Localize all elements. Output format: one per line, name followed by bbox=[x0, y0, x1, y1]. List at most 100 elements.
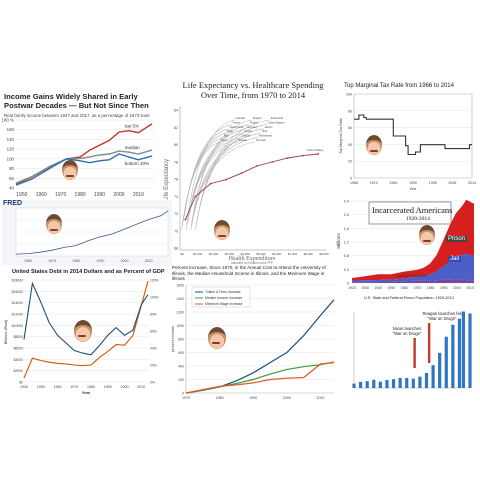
debt-y-left-tick-8: $2000 bbox=[14, 369, 24, 373]
life-country-label-finland: Finland bbox=[250, 121, 259, 124]
income-y-tick-4: 100 bbox=[7, 156, 15, 161]
incarc-x-tick-7: 1990 bbox=[440, 286, 448, 290]
debt-x-tick-7: 2010 bbox=[137, 385, 145, 389]
life-country-label-spain: Spain bbox=[227, 130, 234, 133]
income-line-bottom-20 bbox=[15, 153, 153, 186]
tuition-line-minimum-wage-increase bbox=[185, 362, 335, 394]
life-country-label-germany: Germany bbox=[247, 126, 258, 129]
debt-y-left-tick-4: $10000 bbox=[12, 324, 23, 328]
incarc-x-tick-9: 2010 bbox=[466, 286, 474, 290]
debt-x-tick-0: 1940 bbox=[20, 385, 28, 389]
income-x-tick-2: 1970 bbox=[55, 192, 66, 198]
incarc-area-jail bbox=[352, 253, 474, 283]
income-y-tick-2: 140 bbox=[7, 137, 15, 142]
income-y-tick-0: 180 % bbox=[2, 118, 14, 123]
life-x-tick-6: $6,000 bbox=[272, 252, 282, 256]
life-country-label-sweden: Sweden bbox=[238, 139, 247, 142]
tax-rate-line bbox=[354, 114, 472, 156]
tuition-x-tick-2: 1990 bbox=[249, 396, 257, 400]
reagan-arrow bbox=[427, 323, 431, 363]
fred-panel: FRED 1960 1970 1980 1990 2000 2010 bbox=[2, 200, 172, 266]
life-country-trajectory-9 bbox=[189, 128, 247, 211]
life-x-tick-4: $4,000 bbox=[241, 252, 251, 256]
life-x-tick-9: $9,000 bbox=[319, 252, 329, 256]
prison-pop-bar-2000 bbox=[451, 324, 455, 388]
life-country-label-denmark: Denmark bbox=[256, 139, 267, 142]
income-x-tick-4: 1990 bbox=[94, 192, 105, 198]
fred-logo: FRED bbox=[3, 200, 23, 207]
life-y-tick-5: 74 bbox=[174, 195, 178, 199]
income-x-tick-3: 1980 bbox=[75, 192, 86, 198]
income-chart-title: Income Gains Widely Shared in Early Post… bbox=[4, 92, 149, 110]
tax-x-tick-5: 2006 bbox=[448, 181, 456, 185]
life-country-label-austria: Austria bbox=[244, 130, 252, 133]
prison-population-panel: U.S. State and Federal Prison Population… bbox=[340, 296, 478, 400]
life-x-tick-7: $7,000 bbox=[288, 252, 298, 256]
debt-y-right-tick-6: 0% bbox=[150, 381, 155, 385]
life-us-point-1 bbox=[194, 195, 197, 198]
life-country-label-australia: Australia bbox=[236, 117, 246, 120]
tuition-x-tick-4: 2010 bbox=[317, 396, 325, 400]
debt-x-tick-2: 1960 bbox=[54, 385, 62, 389]
tax-x-label: Year bbox=[409, 187, 417, 191]
prison-pop-bar-2013 bbox=[468, 313, 472, 388]
debt-y-left-tick-6: $6000 bbox=[14, 347, 24, 351]
debt-y-right-tick-0: 120% bbox=[150, 279, 159, 283]
life-x-tick-5: $5,000 bbox=[256, 252, 266, 256]
prison-pop-bar-2008 bbox=[461, 311, 466, 388]
life-country-label-chile: Chile bbox=[262, 130, 268, 133]
debt-y-label: Billions (Real) bbox=[3, 319, 8, 344]
debt-x-tick-1: 1950 bbox=[37, 385, 45, 389]
life-x-label: Health Expenditure bbox=[229, 256, 276, 262]
tuition-y-tick-1: 1400 bbox=[176, 297, 184, 301]
debt-x-tick-5: 1990 bbox=[104, 385, 112, 389]
income-line-median bbox=[15, 149, 153, 184]
life-us-point-0 bbox=[184, 218, 187, 221]
life-us-point-3 bbox=[225, 178, 228, 181]
incarc-y-tick-2: 1.6 bbox=[344, 227, 349, 231]
incarc-y-tick-4: 0.8 bbox=[344, 254, 349, 258]
life-y-label: Life Expectancy bbox=[164, 159, 170, 201]
life-country-label-united-kingdom: United Kingdom bbox=[268, 121, 285, 124]
debt-y-left-tick-7: $4000 bbox=[14, 358, 24, 362]
debt-x-tick-6: 2000 bbox=[121, 385, 129, 389]
prison-pop-bar-1940 bbox=[372, 379, 376, 388]
tax-x-tick-4: 1998 bbox=[429, 181, 437, 185]
incarc-y-tick-0: 2.4 bbox=[344, 200, 349, 204]
debt-y-left-tick-1: $16000 bbox=[12, 290, 23, 294]
life-country-label-canada: Canada bbox=[241, 135, 250, 138]
debt-y-right-tick-3: 60% bbox=[150, 330, 157, 334]
prison-pop-title: U.S. State and Federal Prison Population… bbox=[364, 296, 454, 300]
income-x-tick-1: 1960 bbox=[36, 192, 47, 198]
life-expectancy-panel: Life Expectancy vs. Healthcare Spending … bbox=[160, 80, 332, 264]
life-y-tick-4: 76 bbox=[174, 178, 178, 182]
reagan-face-5 bbox=[46, 214, 62, 234]
nixon-annotation: Nixon launches "War on Drugs" bbox=[392, 326, 422, 336]
income-x-tick-5: 2000 bbox=[113, 192, 124, 198]
prison-pop-bar-1935 bbox=[365, 381, 369, 388]
debt-line-real bbox=[23, 280, 149, 379]
incarc-x-tick-8: 2000 bbox=[453, 286, 461, 290]
reagan-face-2 bbox=[214, 220, 230, 240]
debt-chart-title: United States Debt in 2014 Dollars and a… bbox=[12, 269, 165, 275]
jail-label: Jail bbox=[448, 256, 462, 262]
tax-y-label: Top Marginal Tax Rate bbox=[339, 118, 343, 154]
life-x-tick-3: $3,000 bbox=[225, 252, 235, 256]
incarc-y-tick-6: 0 bbox=[347, 282, 349, 286]
incarc-x-tick-4: 1960 bbox=[401, 286, 409, 290]
tax-rate-panel: Top Marginal Tax Rate from 1966 to 2014 … bbox=[336, 80, 478, 192]
life-us-point-8 bbox=[302, 154, 304, 157]
incarc-x-tick-3: 1950 bbox=[388, 286, 396, 290]
incarc-area-prison bbox=[352, 199, 474, 281]
fred-x-tick-2: 1980 bbox=[72, 259, 80, 263]
tuition-legend-label-2: Minimum Wage Increase bbox=[205, 302, 242, 306]
tax-chart-title: Top Marginal Tax Rate from 1966 to 2014 bbox=[344, 83, 454, 89]
life-y-tick-0: 84 bbox=[174, 109, 178, 113]
nixon-arrow bbox=[413, 338, 416, 368]
income-series-label-median: median bbox=[125, 145, 141, 150]
life-us-point-5 bbox=[255, 165, 258, 167]
tuition-chart-title: Percent Increase, Since 1970, in the Ann… bbox=[172, 265, 326, 282]
income-series-label-bottom-20: bottom 20% bbox=[125, 161, 150, 166]
